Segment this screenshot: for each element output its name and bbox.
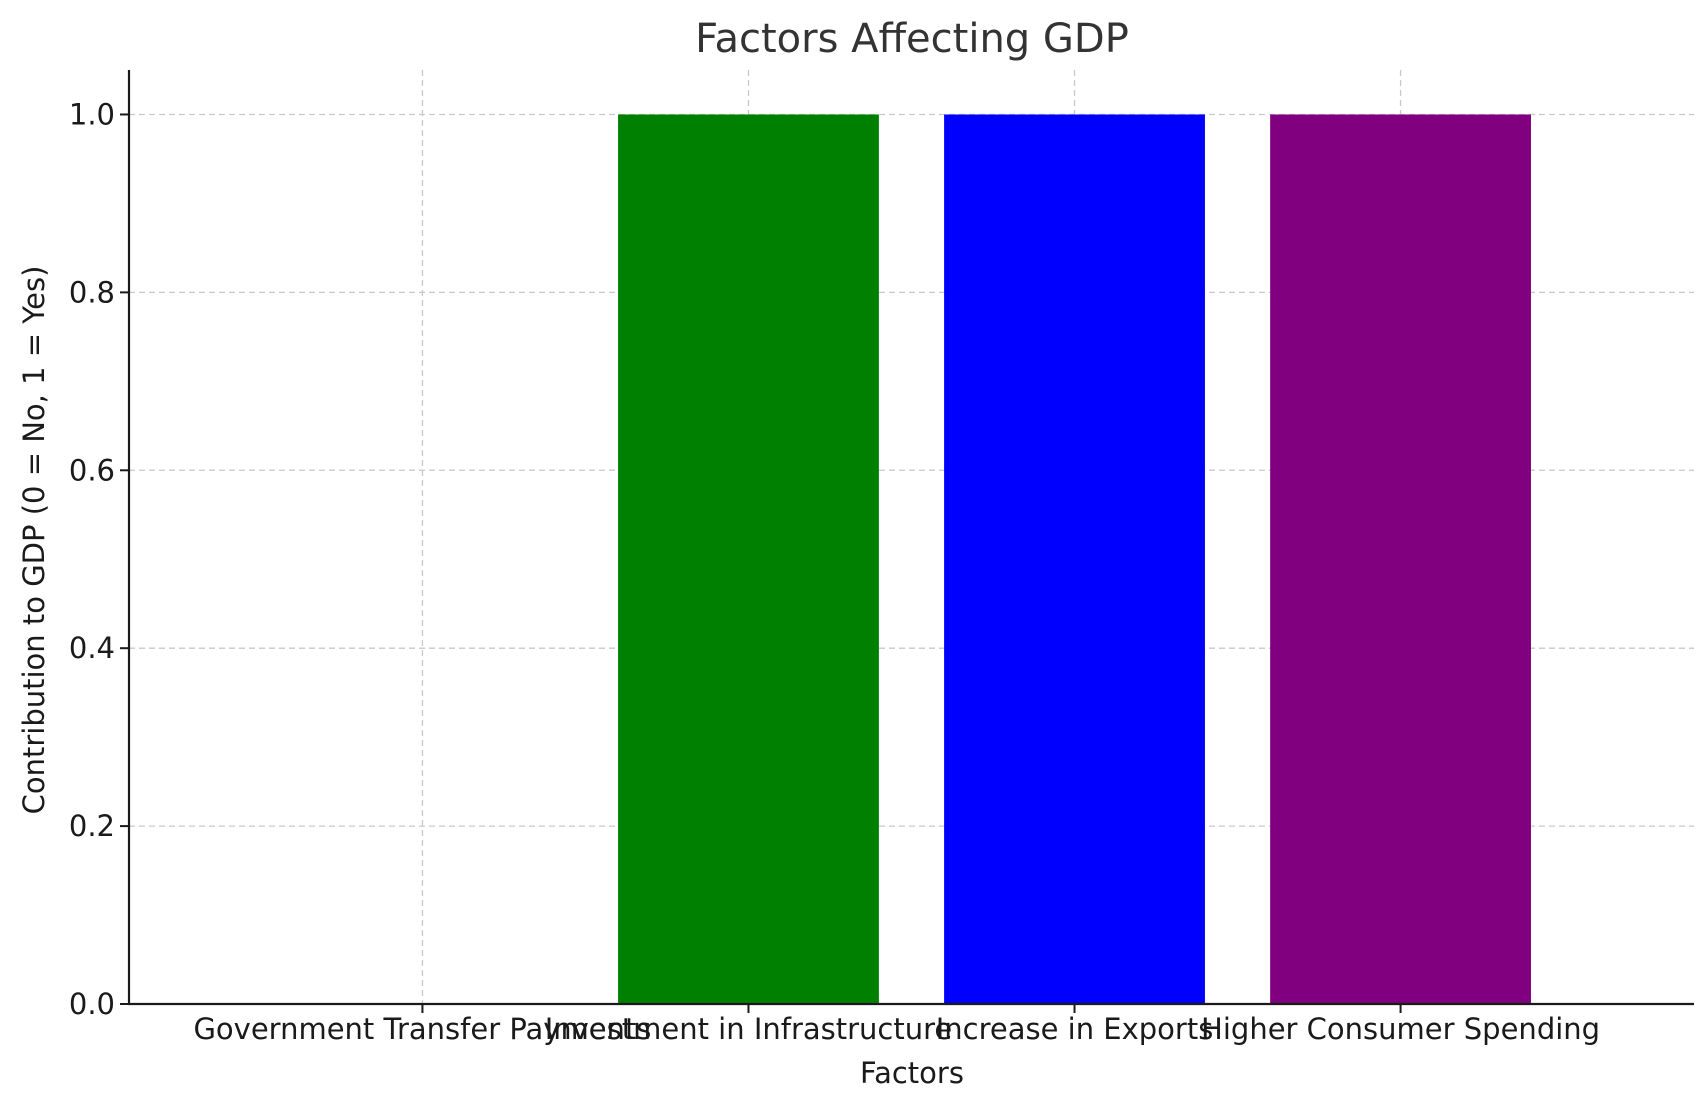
y-tick-label: 0.6 bbox=[69, 453, 115, 487]
x-tick-label: Government Transfer Payments bbox=[193, 1012, 651, 1046]
y-tick-label: 0.4 bbox=[69, 631, 115, 665]
bar bbox=[618, 114, 879, 1004]
bars bbox=[618, 114, 1531, 1004]
y-tick-label: 0.0 bbox=[69, 987, 115, 1021]
bar bbox=[944, 114, 1205, 1004]
x-gridlines bbox=[421, 70, 1402, 1004]
bar bbox=[1270, 114, 1531, 1004]
y-tick-label: 0.2 bbox=[69, 809, 115, 843]
y-axis-label: Contribution to GDP (0 = No, 1 = Yes) bbox=[17, 266, 51, 815]
x-axis-label: Factors bbox=[860, 1056, 964, 1090]
chart-title: Factors Affecting GDP bbox=[695, 16, 1129, 62]
y-tick-label: 1.0 bbox=[69, 97, 115, 131]
x-tick-label: Investment in Infrastructure bbox=[545, 1012, 953, 1046]
y-axis-ticks: 0.0 0.2 0.4 0.6 0.8 1.0 bbox=[69, 97, 129, 1021]
y-tick-label: 0.8 bbox=[69, 275, 115, 309]
x-tick-label: Higher Consumer Spending bbox=[1201, 1012, 1600, 1046]
x-tick-label: Increase in Exports bbox=[936, 1012, 1214, 1046]
